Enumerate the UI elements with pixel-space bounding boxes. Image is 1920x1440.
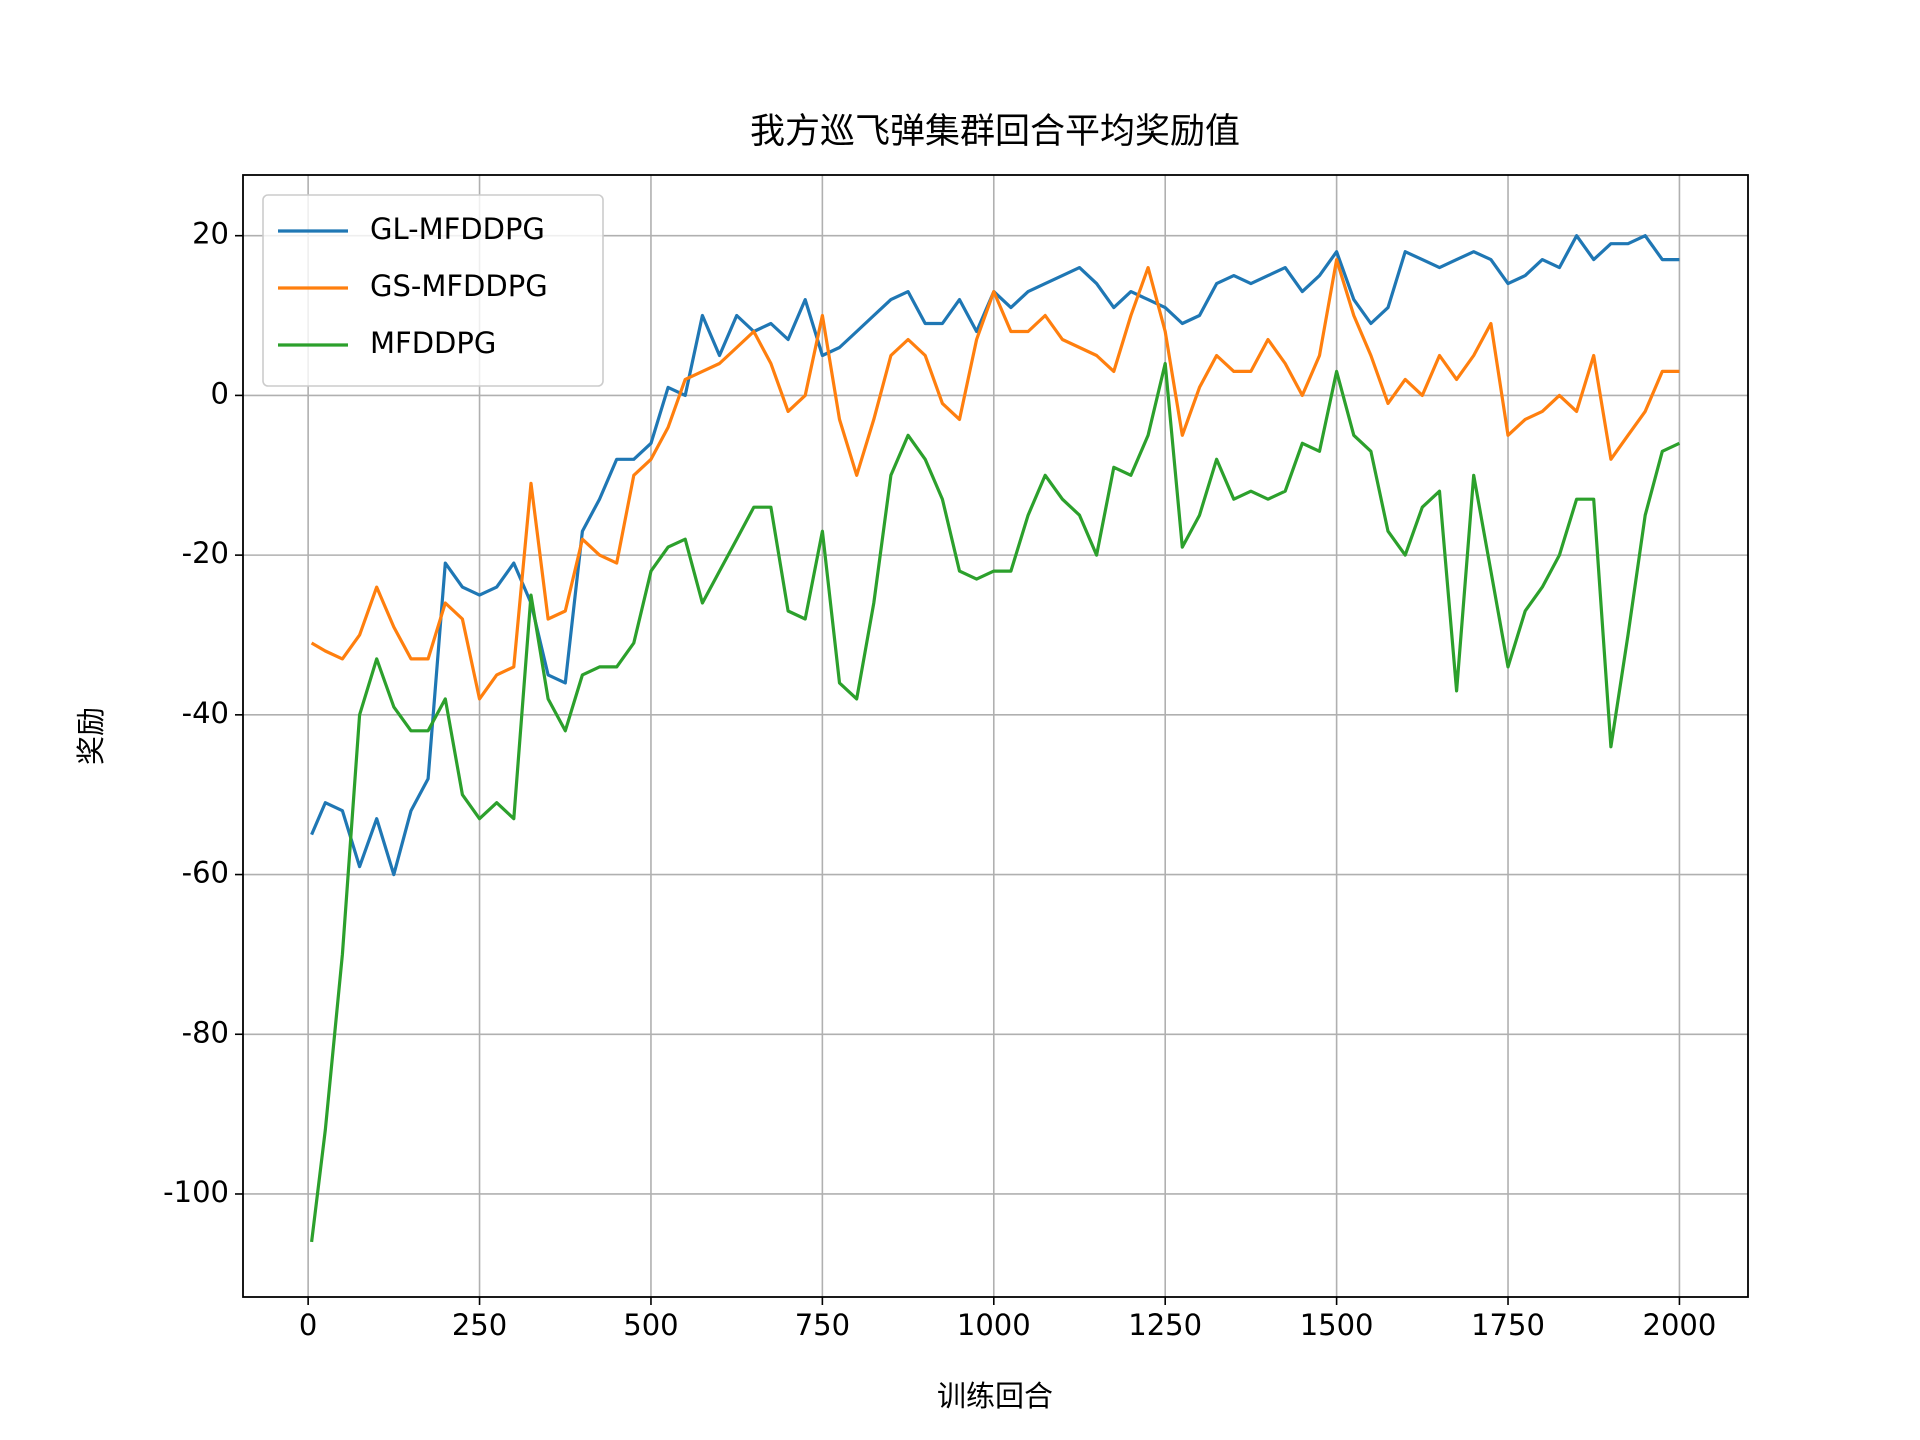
x-tick-label: 750 [795,1308,850,1342]
x-tick-label: 1000 [957,1308,1031,1342]
x-tick-label: 500 [623,1308,678,1342]
x-tick-label: 1250 [1128,1308,1202,1342]
legend-label: GL-MFDDPG [370,212,545,246]
y-tick-label: 20 [192,217,229,251]
series-line [310,258,1680,701]
x-tick-label: 250 [452,1308,507,1342]
x-tick-label: 1500 [1300,1308,1374,1342]
y-axis-label: 奖励 [74,707,108,765]
x-axis-label: 训练回合 [937,1379,1053,1413]
x-tick-label: 2000 [1643,1308,1717,1342]
legend: GL-MFDDPG GS-MFDDPG MFDDPG [262,194,604,387]
y-tick-label: -20 [182,536,229,570]
series-line [310,361,1681,1243]
chart-title: 我方巡飞弹集群回合平均奖励值 [750,112,1240,152]
y-tick-label: -60 [182,856,229,890]
y-tick-label: -40 [182,696,229,730]
legend-label: GS-MFDDPG [370,269,548,303]
x-tick-label: 1750 [1471,1308,1545,1342]
y-tick-label: -80 [182,1015,229,1049]
x-tick-label: 0 [299,1308,317,1342]
legend-box [262,194,604,387]
y-tick-label: 0 [211,376,229,410]
plot-frame [242,174,1749,1298]
legend-label: MFDDPG [370,326,496,360]
y-tick-label: -100 [163,1175,229,1209]
